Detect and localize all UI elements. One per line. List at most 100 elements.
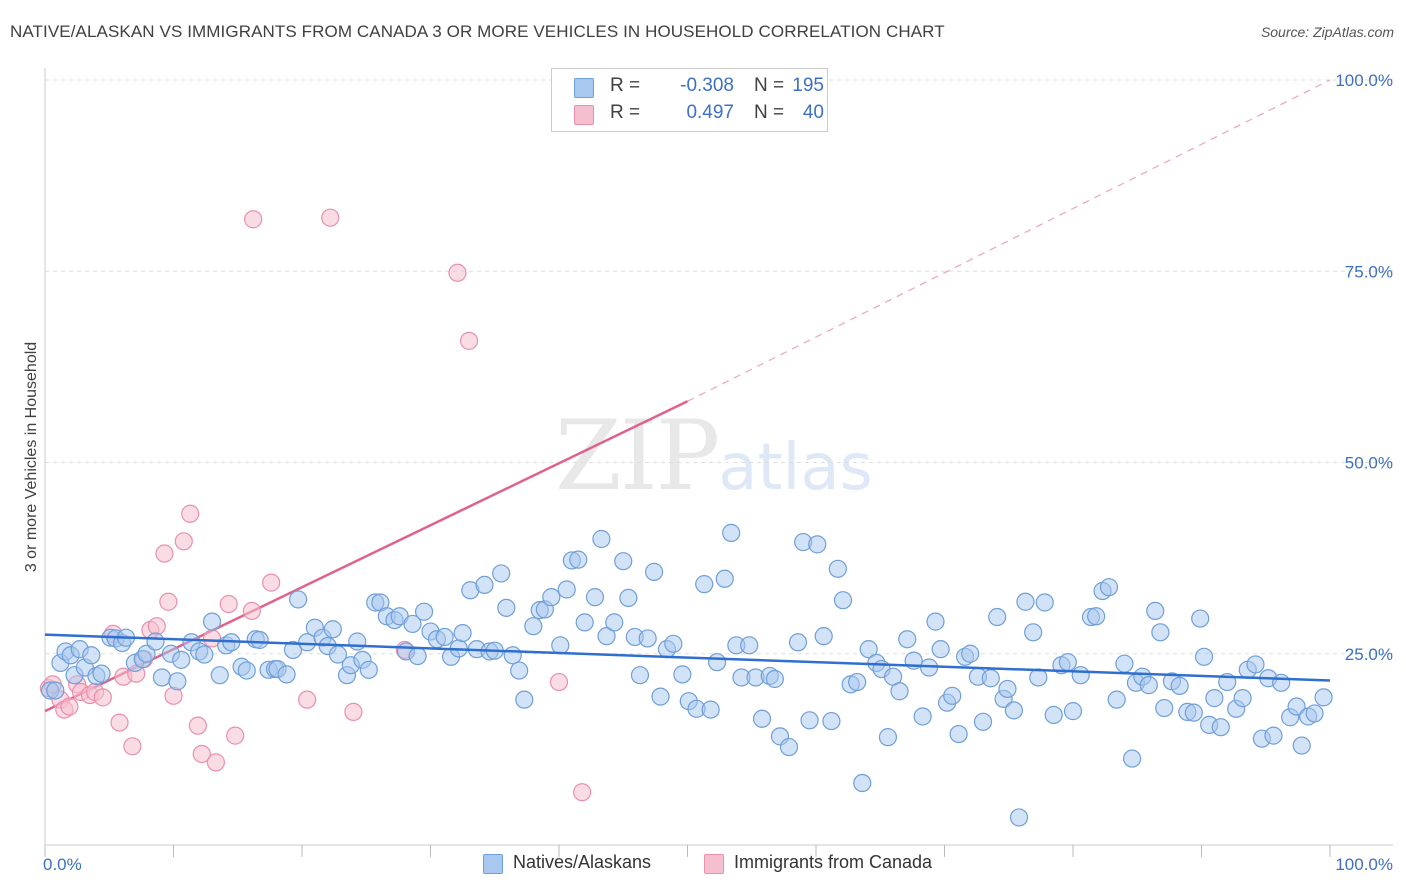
natives-point — [949, 724, 968, 744]
immigrants-point — [242, 601, 261, 621]
immigrants-point — [174, 532, 193, 551]
natives-point — [722, 523, 741, 542]
immigrants-point — [159, 592, 178, 611]
immigrants-point — [155, 544, 174, 563]
immigrants-swatch — [704, 854, 724, 874]
natives-point — [707, 653, 727, 672]
natives-point — [898, 630, 917, 649]
immigrants-point — [549, 672, 569, 692]
natives-point — [848, 672, 867, 692]
natives-point — [1058, 653, 1077, 672]
natives-point — [1184, 703, 1203, 722]
natives-point — [630, 666, 650, 685]
natives-point — [1139, 676, 1158, 695]
immigrants-point — [573, 783, 592, 802]
natives-point — [853, 773, 872, 793]
natives-point — [414, 602, 434, 621]
immigrants-point — [298, 690, 317, 709]
natives-point — [828, 559, 847, 578]
immigrants-point — [226, 726, 245, 745]
natives-point — [585, 588, 605, 607]
natives-point — [605, 613, 624, 632]
watermark-atlas: atlas — [718, 431, 873, 505]
natives-point — [1004, 701, 1023, 720]
natives-point — [168, 672, 187, 691]
legend-r-value: -0.308 — [680, 75, 734, 96]
natives-point — [210, 666, 229, 685]
natives-point — [1170, 676, 1189, 695]
natives-point — [1205, 689, 1224, 708]
natives-point — [575, 613, 594, 632]
natives-point — [403, 614, 422, 634]
natives-point — [1305, 704, 1324, 723]
immigrants-swatch — [574, 105, 594, 125]
immigrants-point — [344, 702, 363, 721]
natives-point — [1211, 718, 1230, 737]
natives-point — [701, 700, 720, 719]
natives-point — [408, 646, 427, 666]
natives-point — [503, 646, 522, 665]
natives-point — [597, 627, 616, 646]
immigrants-point — [110, 713, 129, 732]
natives-swatch — [574, 78, 594, 98]
natives-point — [973, 712, 993, 731]
natives-point — [557, 580, 576, 599]
immigrants-point — [321, 208, 340, 227]
natives-point — [92, 664, 111, 683]
x-tick-label: 0.0% — [43, 855, 82, 874]
natives-point — [988, 607, 1007, 627]
watermark-zip: ZIP — [555, 400, 720, 512]
natives-point — [1071, 666, 1090, 685]
natives-point — [913, 707, 932, 726]
natives-point — [152, 668, 172, 687]
natives-point — [943, 686, 962, 705]
immigrants-point — [93, 688, 112, 707]
legend-box: R = -0.308 N = 195 R = 0.497 N = 40 — [551, 68, 828, 132]
natives-point — [237, 661, 256, 680]
natives-point — [961, 644, 980, 663]
natives-point — [172, 650, 191, 669]
legend-r-value: 0.497 — [686, 102, 734, 123]
legend-n-value: 40 — [802, 102, 824, 123]
natives-point — [1035, 593, 1054, 612]
natives-point — [515, 690, 534, 709]
x-tick-label: 100.0% — [1335, 855, 1393, 874]
natives-point — [1191, 609, 1210, 628]
natives-point — [348, 632, 367, 651]
natives-point — [475, 575, 494, 595]
natives-point — [664, 634, 683, 653]
source-label: Source: ZipAtlas.com — [1260, 24, 1394, 40]
natives-point — [277, 665, 296, 684]
legend-r-label: R = — [610, 102, 641, 123]
immigrants-point — [147, 617, 166, 636]
natives-point — [740, 636, 759, 655]
legend-r-label: R = — [610, 75, 641, 96]
natives-point — [542, 588, 561, 607]
natives-point — [1123, 749, 1142, 768]
immigrants-point — [459, 331, 479, 350]
natives-point — [1115, 654, 1134, 673]
natives-legend-label: Natives/Alaskans — [513, 852, 652, 872]
natives-point — [1024, 623, 1043, 642]
natives-point — [289, 590, 308, 609]
natives-point — [82, 646, 101, 665]
natives-point — [46, 681, 65, 700]
trend-lines — [44, 79, 1331, 713]
natives-point — [765, 669, 784, 689]
natives-point — [1292, 736, 1311, 755]
natives-point — [1233, 689, 1252, 708]
immigrants-legend-label: Immigrants from Canada — [734, 852, 933, 872]
natives-point — [323, 620, 342, 639]
y-tick-label: 50.0% — [1345, 454, 1393, 473]
immigrants-trend-extension — [687, 79, 1331, 402]
natives-point — [619, 588, 638, 608]
immigrants-point — [60, 697, 79, 716]
natives-point — [524, 617, 543, 636]
natives-point — [551, 636, 570, 655]
watermark: ZIPatlas — [555, 400, 873, 512]
immigrants-point — [206, 753, 226, 772]
natives-point — [1272, 673, 1291, 692]
immigrants-point — [219, 594, 238, 614]
natives-point — [1314, 688, 1333, 707]
natives-point — [435, 627, 454, 647]
